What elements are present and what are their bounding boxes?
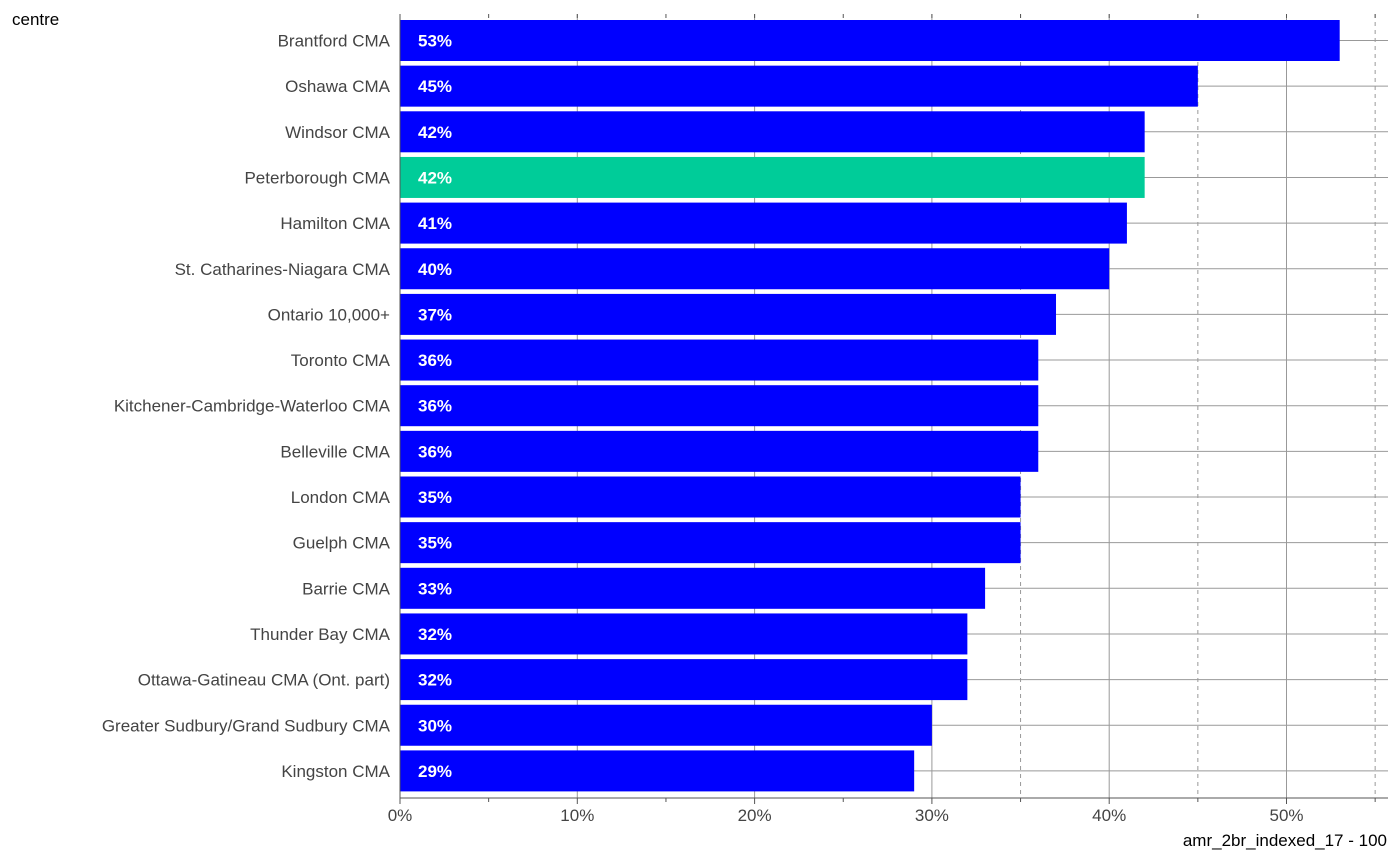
x-tick-label: 0% — [388, 806, 413, 825]
category-label: Kitchener-Cambridge-Waterloo CMA — [114, 397, 391, 416]
category-label: Toronto CMA — [291, 351, 391, 370]
bar-value-label: 32% — [418, 671, 452, 690]
bar-value-label: 53% — [418, 32, 452, 51]
category-label: Thunder Bay CMA — [250, 625, 390, 644]
bar — [400, 202, 1127, 244]
bar-value-label: 42% — [418, 123, 452, 142]
bar-value-label: 45% — [418, 77, 452, 96]
bar — [400, 248, 1110, 290]
bar — [400, 476, 1021, 518]
bar-value-label: 37% — [418, 305, 452, 324]
bar-value-label: 30% — [418, 716, 452, 735]
category-label: London CMA — [291, 488, 391, 507]
bar-value-label: 36% — [418, 351, 452, 370]
bar-value-label: 35% — [418, 534, 452, 553]
category-label: Barrie CMA — [302, 579, 391, 598]
x-tick-label: 20% — [738, 806, 772, 825]
bar — [400, 704, 932, 746]
bar — [400, 339, 1039, 381]
bar — [400, 567, 986, 609]
category-label: Guelph CMA — [293, 534, 391, 553]
category-label: Oshawa CMA — [285, 77, 391, 96]
bar — [400, 750, 915, 792]
category-label: Brantford CMA — [278, 32, 391, 51]
axis-layer: 0% 10% 20% 30% 40% 50% — [388, 14, 1388, 825]
bar-value-label: 41% — [418, 214, 452, 233]
category-label: Windsor CMA — [285, 123, 391, 142]
x-tick-label: 50% — [1269, 806, 1303, 825]
y-axis-title: centre — [12, 10, 60, 29]
bar — [400, 613, 968, 655]
category-label: Peterborough CMA — [244, 168, 390, 187]
bar-value-label: 40% — [418, 260, 452, 279]
category-label: Ottawa-Gatineau CMA (Ont. part) — [138, 671, 390, 690]
category-label: Hamilton CMA — [280, 214, 390, 233]
bar-value-label: 29% — [418, 762, 452, 781]
bar — [400, 522, 1021, 564]
bar — [400, 385, 1039, 427]
bar — [400, 65, 1198, 107]
bar — [400, 20, 1340, 61]
category-label: Kingston CMA — [281, 762, 390, 781]
bar — [400, 659, 968, 701]
bar-value-label: 36% — [418, 442, 452, 461]
category-label: St. Catharines-Niagara CMA — [175, 260, 391, 279]
bar-value-label: 42% — [418, 168, 452, 187]
bar — [400, 111, 1145, 153]
category-label: Belleville CMA — [280, 442, 390, 461]
bar — [400, 156, 1145, 198]
bar — [400, 293, 1057, 335]
x-tick-label: 30% — [915, 806, 949, 825]
labels-layer: 53% Brantford CMA 45% Oshawa CMA 42% Windsor … — [102, 32, 452, 781]
category-label: Greater Sudbury/Grand Sudbury CMA — [102, 716, 391, 735]
bar — [400, 430, 1039, 472]
x-axis-title: amr_2br_indexed_17 - 100 — [1182, 831, 1387, 850]
x-tick-label: 10% — [560, 806, 594, 825]
bar-value-label: 33% — [418, 579, 452, 598]
x-tick-label: 40% — [1092, 806, 1126, 825]
bar-value-label: 36% — [418, 397, 452, 416]
bar-value-label: 32% — [418, 625, 452, 644]
bars-layer — [400, 20, 1340, 792]
category-label: Ontario 10,000+ — [268, 305, 390, 324]
bar-value-label: 35% — [418, 488, 452, 507]
